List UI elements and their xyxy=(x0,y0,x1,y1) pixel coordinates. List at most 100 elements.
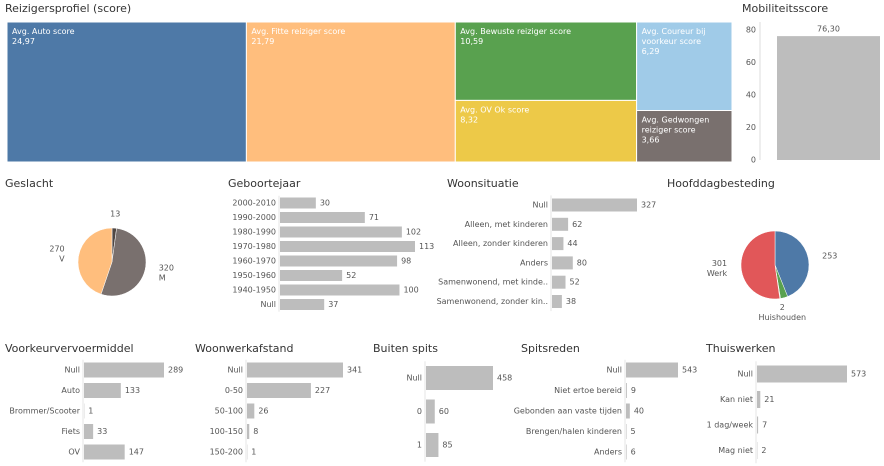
bar xyxy=(84,424,94,439)
category-label: 100-150 xyxy=(210,427,243,436)
category-label: Null xyxy=(407,374,423,383)
value-label: 44 xyxy=(567,239,577,248)
chart-title: Woonsituatie xyxy=(447,177,519,190)
y-tick-label: 60 xyxy=(746,58,756,67)
chart-title: Spitsreden xyxy=(521,342,580,355)
value-label: 147 xyxy=(129,448,144,457)
category-label: 0 xyxy=(417,407,422,416)
treemap-cell xyxy=(245,21,456,163)
category-label: Samenwonend, met kinde.. xyxy=(438,278,548,287)
value-label: 289 xyxy=(168,366,183,375)
bar xyxy=(552,275,566,289)
bar xyxy=(757,416,759,434)
category-label: Null xyxy=(738,370,754,379)
category-label: Null xyxy=(261,300,277,309)
value-label: 341 xyxy=(347,366,362,375)
value-label: 6 xyxy=(631,448,636,457)
category-label: Niet ertoe bereid xyxy=(554,386,622,395)
bar xyxy=(626,362,678,378)
category-label: Null xyxy=(533,201,549,210)
pie-value-label: 270 xyxy=(49,245,64,254)
category-label: 1960-1970 xyxy=(232,257,276,266)
bar xyxy=(757,391,761,408)
value-label: 60 xyxy=(439,407,449,416)
chart-title: Voorkeurvervoermiddel xyxy=(5,342,134,355)
pie-category-label: M xyxy=(159,274,166,283)
bar xyxy=(280,241,415,252)
value-label: 2 xyxy=(761,446,766,455)
bar xyxy=(247,424,250,439)
treemap-cell xyxy=(636,110,733,163)
category-label: Null xyxy=(607,366,623,375)
value-label: 40 xyxy=(634,407,644,416)
pie-slice xyxy=(77,227,113,295)
value-label: 1 xyxy=(88,407,93,416)
bar xyxy=(280,299,325,310)
value-label: 76,30 xyxy=(817,25,840,34)
category-label: Auto xyxy=(61,386,80,395)
pie-category-label: V xyxy=(59,255,65,264)
category-label: Anders xyxy=(520,258,548,267)
value-label: 37 xyxy=(328,300,338,309)
value-label: 62 xyxy=(572,220,582,229)
cell-label: Avg. Bewuste reiziger score xyxy=(460,27,571,36)
cell-label: Avg. OV Ok score xyxy=(460,105,529,114)
bar xyxy=(757,365,847,383)
value-label: 113 xyxy=(419,242,434,251)
bar xyxy=(626,403,630,419)
bar xyxy=(626,444,627,460)
category-label: Anders xyxy=(594,448,622,457)
value-label: 9 xyxy=(631,386,636,395)
value-label: 98 xyxy=(401,257,411,266)
treemap-cell xyxy=(636,21,733,112)
category-label: 1980-1990 xyxy=(232,228,276,237)
value-label: 573 xyxy=(851,370,866,379)
category-label: Kan niet xyxy=(720,395,753,404)
cell-value: 10,59 xyxy=(460,37,483,46)
cell-label: Avg. Auto score xyxy=(12,27,75,36)
bar xyxy=(552,198,637,212)
chart-title: Buiten spits xyxy=(373,342,438,355)
bar xyxy=(280,284,400,296)
chart-title: Mobiliteitsscore xyxy=(742,2,828,15)
category-label: Brommer/Scooter xyxy=(9,407,80,416)
bar xyxy=(247,362,343,378)
value-label: 227 xyxy=(315,386,330,395)
treemap-cell xyxy=(454,21,638,101)
chart-title: Geboortejaar xyxy=(228,177,301,190)
category-label: 0-50 xyxy=(225,386,243,395)
treemap-cell xyxy=(6,21,247,163)
pie-slice xyxy=(774,230,810,297)
category-label: Null xyxy=(65,366,81,375)
chart-title: Woonwerkafstand xyxy=(195,342,293,355)
value-label: 33 xyxy=(97,427,107,436)
bar xyxy=(247,383,311,398)
category-label: OV xyxy=(68,448,80,457)
value-label: 21 xyxy=(764,395,774,404)
y-tick-label: 80 xyxy=(746,26,756,35)
chart-title: Hoofddagbesteding xyxy=(667,177,775,190)
value-label: 327 xyxy=(641,201,656,210)
value-label: 5 xyxy=(630,427,635,436)
pie-value-label: 2 xyxy=(780,303,785,312)
category-label: Alleen, zonder kinderen xyxy=(453,239,548,248)
cell-value: 6,29 xyxy=(642,47,660,56)
bar xyxy=(626,383,627,398)
value-label: 85 xyxy=(442,441,452,450)
value-label: 100 xyxy=(403,286,418,295)
pie-value-label: 13 xyxy=(110,210,120,219)
bar xyxy=(247,403,255,419)
bar xyxy=(280,212,365,223)
bar xyxy=(280,197,316,209)
value-label: 80 xyxy=(577,258,587,267)
bar xyxy=(280,270,343,281)
value-label: 102 xyxy=(406,228,421,237)
category-label: Samenwonend, zonder kin.. xyxy=(437,297,548,306)
cell-value: 21,79 xyxy=(251,37,274,46)
category-label: Fiets xyxy=(62,427,80,436)
category-label: 1940-1950 xyxy=(232,286,276,295)
cell-value: 8,32 xyxy=(460,115,478,124)
value-label: 458 xyxy=(497,374,512,383)
cell-value: 24,97 xyxy=(12,37,35,46)
